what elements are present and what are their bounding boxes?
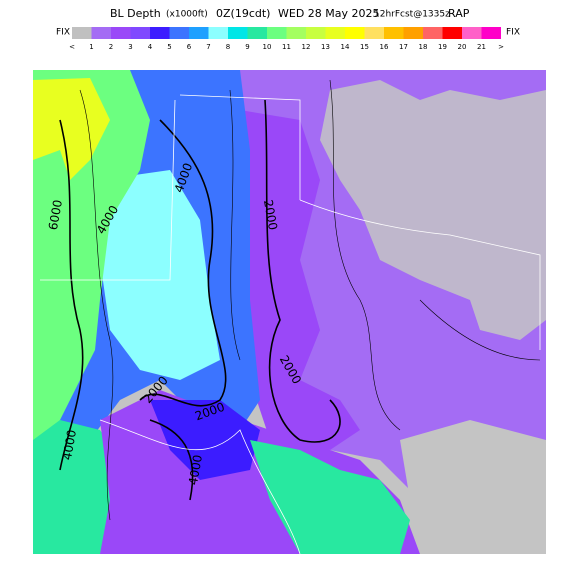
colorbar-label: 15 xyxy=(360,43,369,51)
colorbar-swatch xyxy=(130,27,150,39)
colorbar-swatch xyxy=(111,27,131,39)
colorbar-swatch xyxy=(364,27,384,39)
region-yellow xyxy=(33,78,110,180)
colorbar-swatch xyxy=(325,27,345,39)
region-green-south xyxy=(250,440,410,554)
valid-time: 0Z(19cdt) xyxy=(216,7,270,20)
contour-label: 4000 xyxy=(60,429,79,462)
region-green xyxy=(33,70,150,460)
colorbar-swatch xyxy=(384,27,404,39)
forecast: 12hrFcst@1335z xyxy=(374,10,450,20)
colorbar-label: 2 xyxy=(109,43,113,51)
colorbar-swatch xyxy=(462,27,482,39)
colorbar-label: 18 xyxy=(419,43,428,51)
contour-label: 4000 xyxy=(186,454,205,487)
contour-label: 2000 xyxy=(261,199,280,232)
colorbar-label: 10 xyxy=(263,43,272,51)
units: (x1000ft) xyxy=(166,10,208,20)
colorbar-label: 21 xyxy=(477,43,486,51)
region-teal xyxy=(33,420,120,554)
region-gray xyxy=(400,420,546,554)
colorbar-label: < xyxy=(69,43,75,51)
fine-contours xyxy=(79,79,541,521)
colorbar-label: 7 xyxy=(206,43,210,51)
colorbar-label: 19 xyxy=(438,43,447,51)
colorbar-label: 8 xyxy=(226,43,230,51)
colorbar-swatch xyxy=(72,27,92,39)
date: WED 28 May 2025 xyxy=(278,7,380,20)
colorbar-swatch xyxy=(481,27,501,39)
colorbar-swatch xyxy=(228,27,248,39)
colorbar-swatch xyxy=(345,27,365,39)
region-cyan xyxy=(100,170,220,380)
colorbar-label: 11 xyxy=(282,43,291,51)
colorbar-swatch xyxy=(267,27,287,39)
colorbar-label: 17 xyxy=(399,43,408,51)
colorbar-swatch xyxy=(189,27,209,39)
colorbar-label: 4 xyxy=(148,43,153,51)
contour-label: 6000 xyxy=(46,199,65,232)
colorbar-left-label: FIX xyxy=(56,28,70,38)
colorbar-swatch xyxy=(286,27,306,39)
colorbar-swatch xyxy=(208,27,228,39)
colorbar-swatch xyxy=(169,27,189,39)
colorbar-swatch xyxy=(306,27,326,39)
colorbar-label: 5 xyxy=(167,43,171,51)
colorbar-label: 6 xyxy=(187,43,192,51)
region-darkblue xyxy=(150,400,260,480)
colorbar-swatch xyxy=(442,27,462,39)
model: RAP xyxy=(448,7,470,20)
header: BL Depth (x1000ft) 0Z(19cdt) WED 28 May … xyxy=(110,7,470,20)
colorbar-label: 16 xyxy=(380,43,389,51)
title: BL Depth xyxy=(110,7,161,20)
colorbar: FIX FIX <1 2 3 4 5 6 7 8 9 10 11 12 13 14 15 16 17 18 19 20… xyxy=(56,27,520,51)
colorbar-label: 14 xyxy=(341,43,350,51)
colorbar-label: 1 xyxy=(89,43,93,51)
colorbar-swatch xyxy=(247,27,267,39)
colorbar-label: 3 xyxy=(128,43,132,51)
colorbar-label: > xyxy=(498,43,504,51)
colorbar-label: 9 xyxy=(245,43,249,51)
colorbar-label: 20 xyxy=(458,43,467,51)
colorbar-swatch xyxy=(150,27,170,39)
colorbar-swatch xyxy=(423,27,443,39)
borders xyxy=(40,94,541,555)
region-violet xyxy=(238,110,360,450)
colorbar-swatch xyxy=(403,27,423,39)
colorbar-swatch xyxy=(91,27,111,39)
region-gray xyxy=(320,80,546,340)
colorbar-label: 13 xyxy=(321,43,330,51)
colorbar-right-label: FIX xyxy=(506,28,520,38)
contours xyxy=(59,99,341,501)
colorbar-label: 12 xyxy=(302,43,311,51)
